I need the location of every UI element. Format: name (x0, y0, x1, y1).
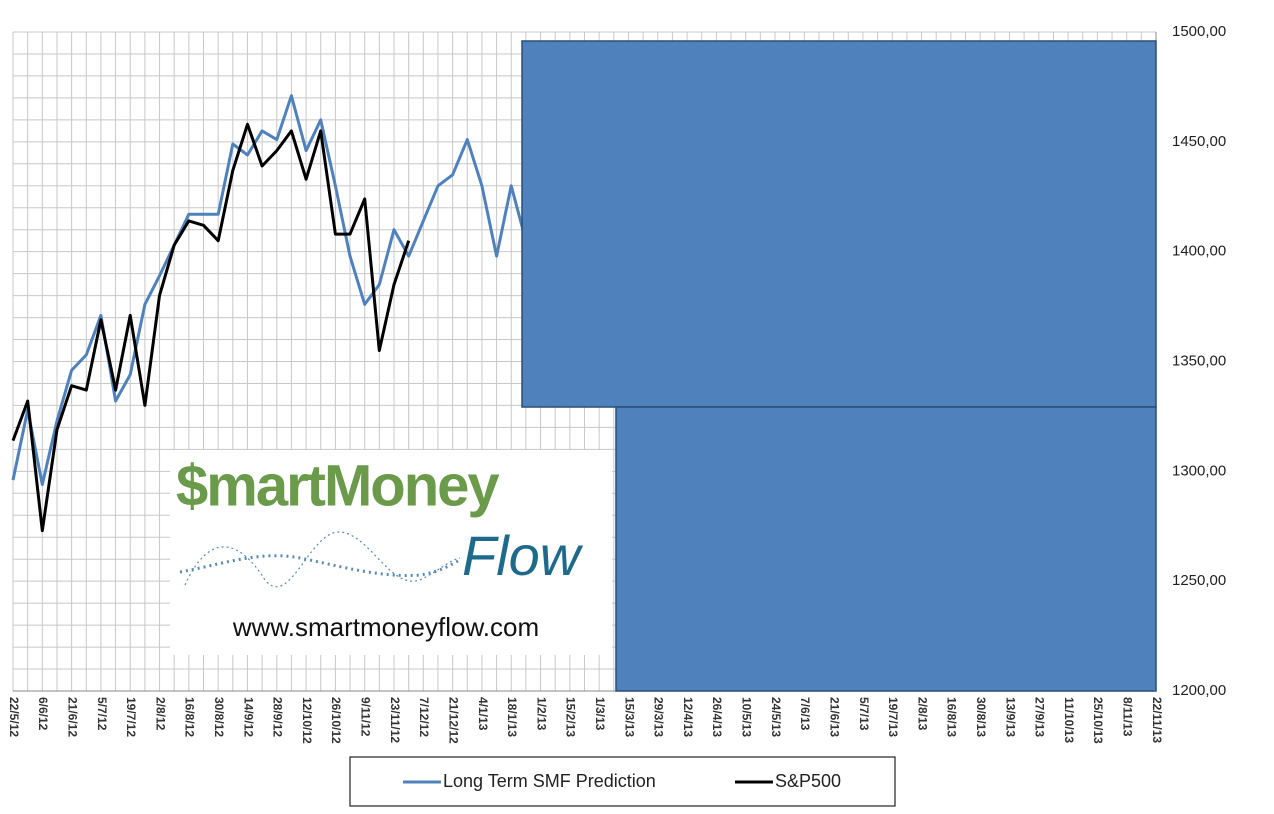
x-tick-label: 16/8/12 (183, 697, 197, 737)
x-tick-label: 5/7/13 (857, 697, 871, 731)
x-tick-label: 16/8/13 (945, 697, 959, 737)
y-tick-label: 1450,00 (1172, 133, 1226, 150)
x-tick-label: 8/11/13 (1121, 697, 1135, 737)
x-tick-label: 23/11/12 (388, 697, 402, 743)
y-tick-label: 1250,00 (1172, 572, 1226, 589)
x-tick-label: 2/8/13 (915, 697, 929, 731)
x-tick-label: 10/5/13 (740, 697, 754, 737)
x-tick-label: 13/9/13 (1003, 697, 1017, 737)
x-tick-label: 30/8/12 (212, 697, 226, 737)
x-tick-label: 22/11/13 (1150, 697, 1164, 743)
legend-items: Long Term SMF Prediction S&P500 (403, 771, 841, 791)
x-tick-label: 6/6/12 (36, 697, 50, 731)
y-tick-label: 1350,00 (1172, 352, 1226, 369)
logo-url: www.smartmoneyflow.com (232, 612, 539, 642)
legend-label: S&P500 (775, 771, 841, 791)
overlay-box (521, 40, 1157, 408)
x-tick-label: 25/10/13 (1091, 697, 1105, 744)
x-tick-label: 19/7/12 (124, 697, 138, 737)
x-tick-label: 30/8/13 (974, 697, 988, 737)
x-tick-label: 1/3/13 (593, 697, 607, 731)
y-tick-label: 1400,00 (1172, 243, 1226, 260)
x-tick-label: 9/11/12 (359, 697, 373, 737)
x-tick-label: 2/8/12 (153, 697, 167, 731)
x-tick-label: 21/12/12 (446, 697, 460, 744)
x-tick-label: 29/3/13 (652, 697, 666, 737)
logo-wave (179, 554, 461, 577)
x-tick-label: 1/2/13 (534, 697, 548, 731)
x-tick-label: 7/12/12 (417, 697, 431, 737)
x-tick-label: 21/6/13 (827, 697, 841, 737)
overlay-box (615, 406, 1157, 692)
x-tick-label: 15/3/13 (622, 697, 636, 737)
x-tick-label: 28/9/12 (271, 697, 285, 737)
x-tick-label: 22/5/12 (7, 697, 21, 737)
x-tick-label: 12/4/13 (681, 697, 695, 737)
x-tick-label: 26/10/12 (329, 697, 343, 744)
y-tick-label: 1300,00 (1172, 462, 1226, 479)
x-tick-label: 11/10/13 (1062, 697, 1076, 743)
logo-brand: $martMoney (176, 453, 499, 518)
x-tick-label: 18/1/13 (505, 697, 519, 737)
y-tick-label: 1200,00 (1172, 682, 1226, 699)
logo-background (170, 450, 612, 655)
x-tick-label: 15/2/13 (564, 697, 578, 737)
x-tick-label: 27/9/13 (1033, 697, 1047, 737)
x-tick-label: 26/4/13 (710, 697, 724, 737)
x-tick-label: 19/7/13 (886, 697, 900, 737)
legend-label: Long Term SMF Prediction (443, 771, 656, 791)
x-tick-label: 7/6/13 (798, 697, 812, 731)
series-line (11, 94, 528, 486)
logo-wave (184, 531, 461, 588)
x-tick-label: 4/1/13 (476, 697, 490, 731)
logo-script: Flow (462, 524, 584, 587)
series-line (11, 122, 411, 533)
x-tick-label: 14/9/12 (241, 697, 255, 737)
x-tick-label: 21/6/12 (65, 697, 79, 737)
x-tick-label: 24/5/13 (769, 697, 783, 737)
logo: $martMoney Flow www.smartmoneyflow.com (170, 450, 612, 655)
y-tick-label: 1500,00 (1172, 23, 1226, 40)
x-tick-label: 12/10/12 (300, 697, 314, 744)
x-tick-label: 5/7/12 (95, 697, 109, 731)
